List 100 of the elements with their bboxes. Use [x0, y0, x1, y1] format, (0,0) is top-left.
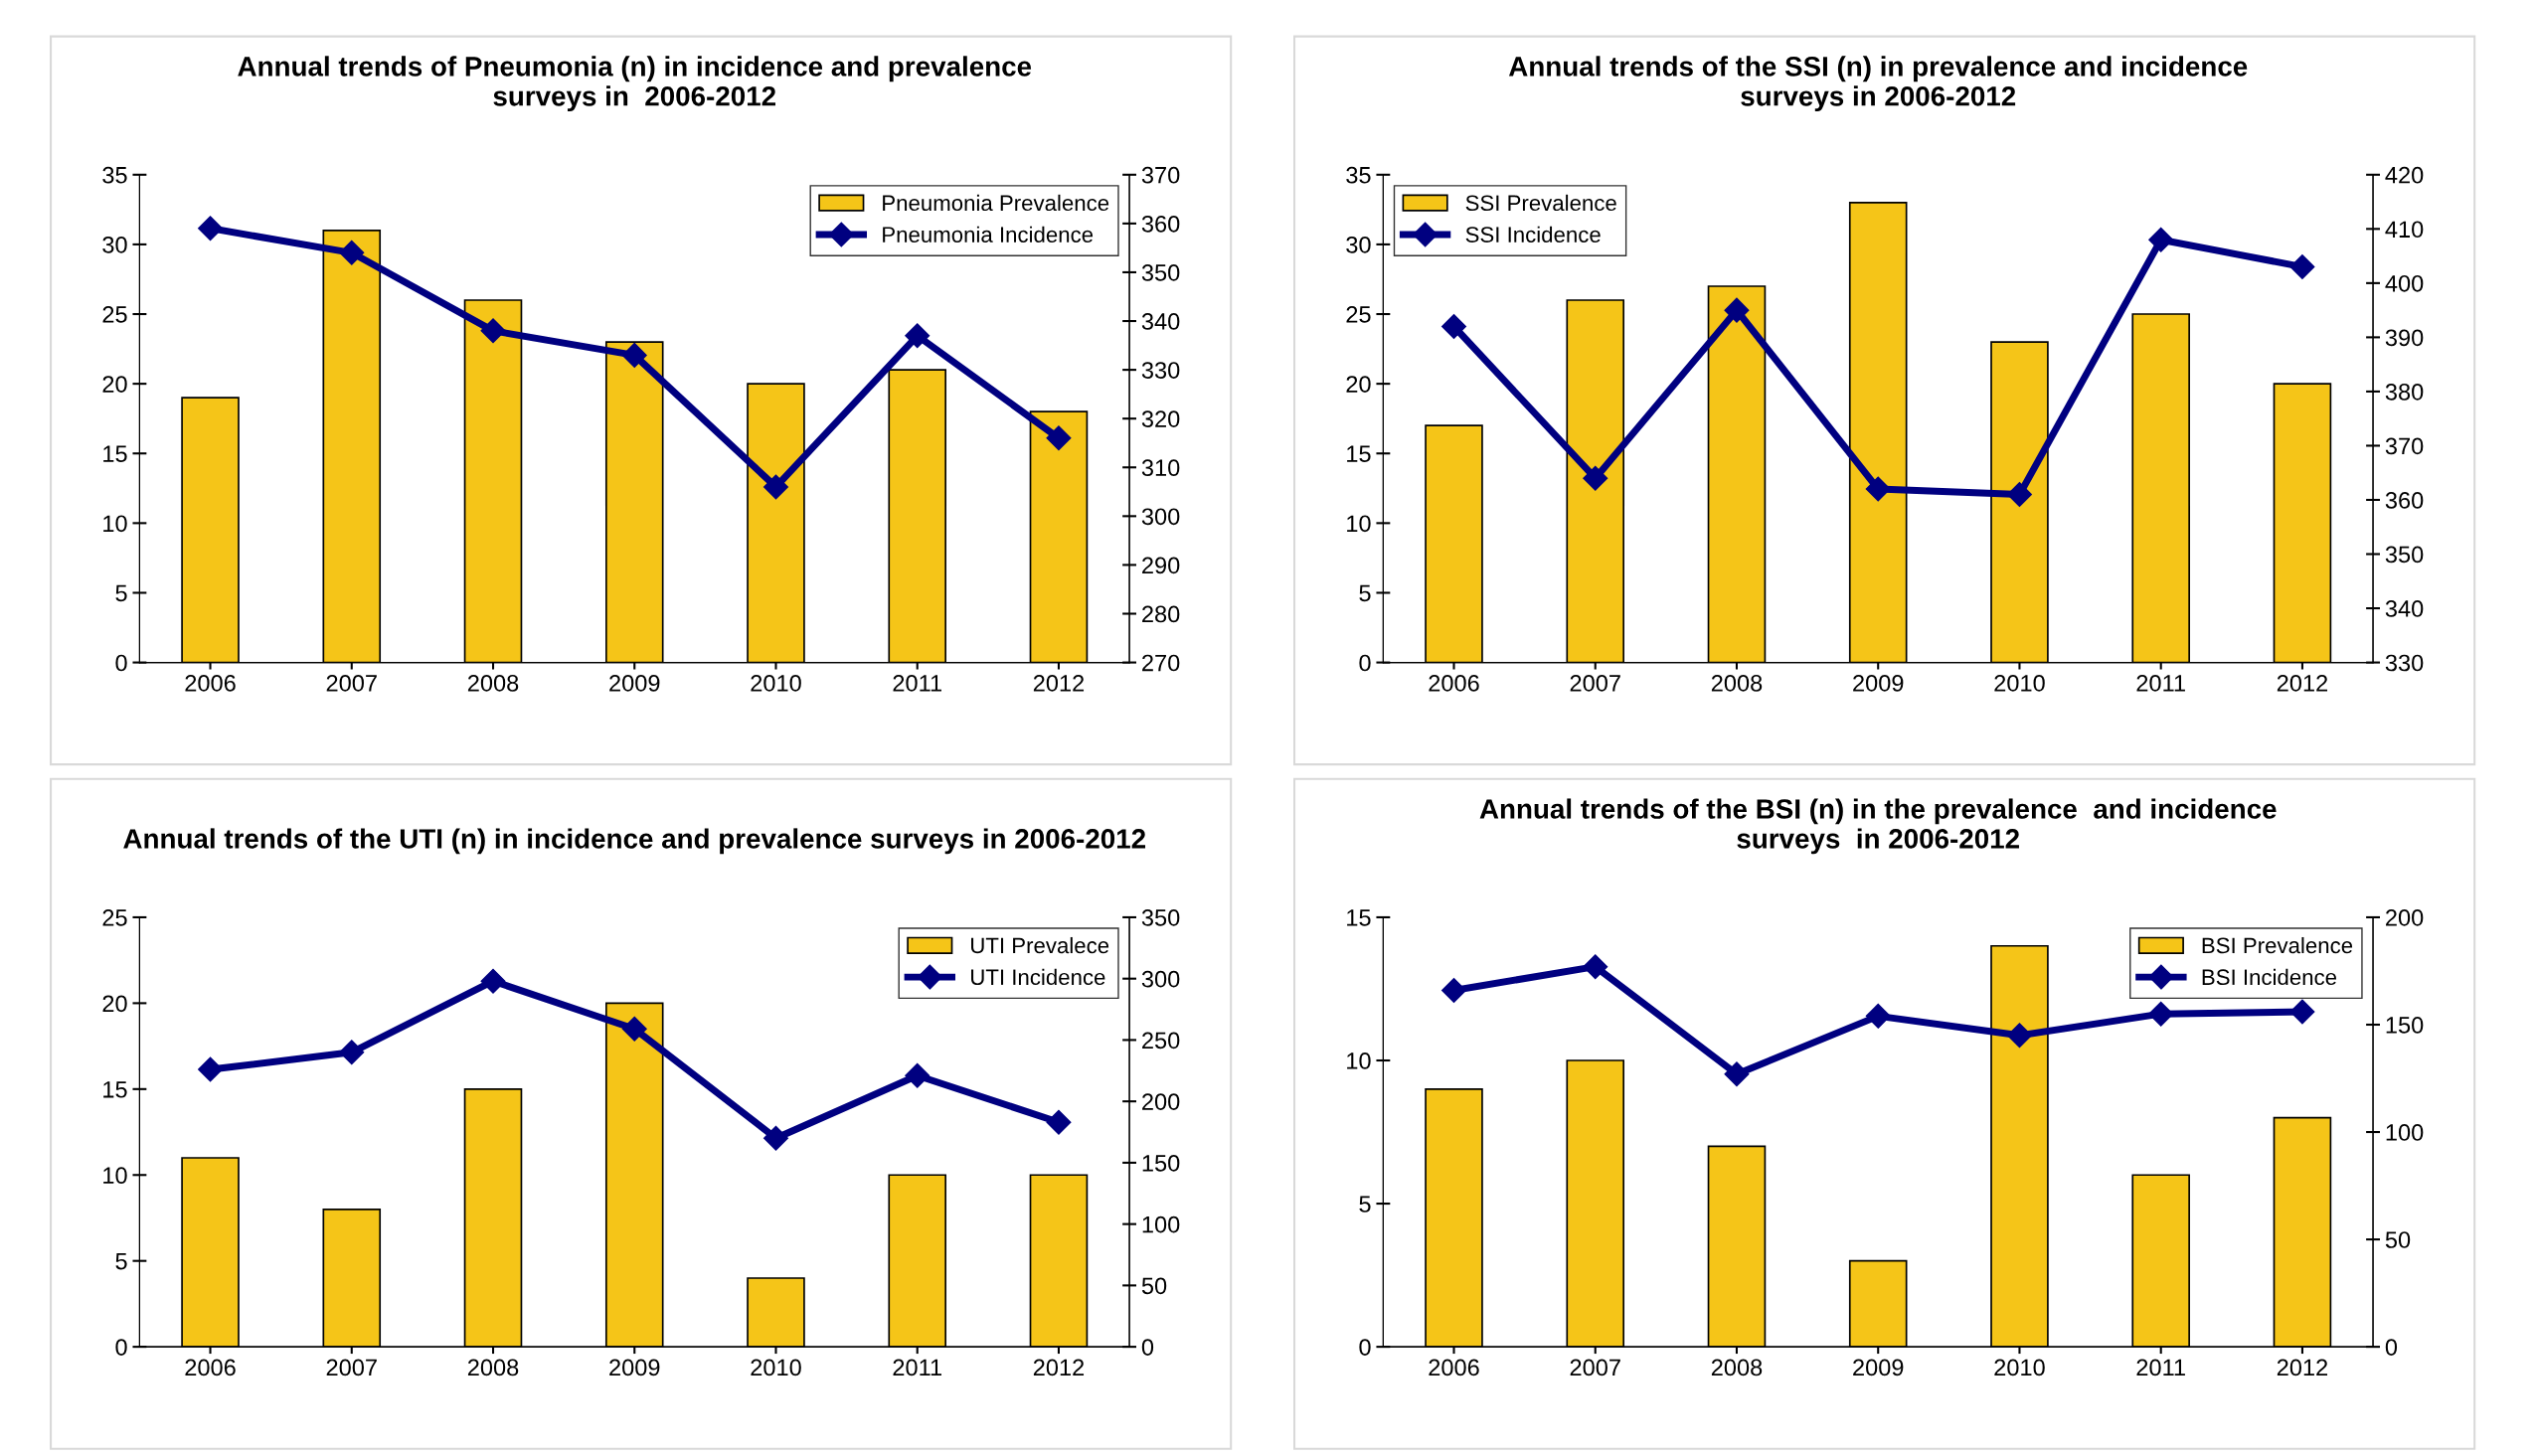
y2-tick-label: 350: [1141, 264, 1180, 281]
point: [905, 1062, 931, 1088]
y-tick-label: 10: [103, 1167, 127, 1185]
point: [621, 342, 647, 368]
y2-tick-label: 410: [2385, 221, 2424, 239]
y2-tick-label: 200: [1142, 1093, 1180, 1110]
point: [1583, 465, 1608, 491]
point: [1046, 1109, 1072, 1135]
y2-tick-label: 50: [2385, 1231, 2411, 1248]
y2-tick-label: 420: [2385, 166, 2424, 184]
y-tick-label: 25: [102, 306, 127, 323]
chart-title: Annual trends of the UTI (n) in incidence and prevalence surveys in 2006-2012: [123, 828, 1145, 855]
point: [1583, 954, 1608, 980]
x-tick-label: 2007: [1570, 1359, 1620, 1376]
y-tick-label: 35: [1346, 166, 1371, 184]
x-tick-label: 2010: [1994, 675, 2045, 692]
y2-tick-label: 100: [2386, 1124, 2424, 1141]
y2-tick-label: 270: [1142, 654, 1180, 672]
y-tick-label: 5: [1359, 584, 1371, 602]
y2-tick-label: 360: [2385, 492, 2424, 509]
point: [339, 240, 365, 265]
x-tick-label: 2011: [893, 675, 941, 692]
point: [2148, 227, 2174, 252]
y2-tick-label: 50: [1141, 1277, 1167, 1295]
y-tick-label: 20: [1346, 376, 1371, 393]
x-tick-label: 2007: [326, 1359, 377, 1376]
point: [198, 216, 224, 242]
y2-tick-label: 280: [1142, 605, 1180, 623]
y-tick-label: 20: [102, 995, 127, 1013]
y-tick-label: 5: [115, 1253, 127, 1270]
x-tick-label: 2009: [609, 1359, 660, 1376]
y2-tick-label: 370: [1141, 166, 1180, 184]
y2-tick-label: 380: [2385, 383, 2424, 401]
x-tick-label: 2006: [185, 1359, 236, 1376]
x-tick-label: 2008: [1711, 1359, 1763, 1376]
y2-tick-label: 0: [1141, 1339, 1154, 1356]
point: [339, 1040, 365, 1065]
legend-label: BSI Prevalence: [2202, 936, 2353, 954]
x-tick-label: 2011: [2136, 1359, 2185, 1376]
chart-title: Annual trends of Pneumonia (n) in incidence and prevalence surveys in 2006-2012: [238, 56, 1032, 112]
y-tick-label: 10: [1347, 1052, 1371, 1069]
legend-label: Pneumonia Incidence: [883, 226, 1094, 243]
x-tick-label: 2012: [2277, 675, 2328, 692]
y2-tick-label: 250: [1142, 1032, 1180, 1050]
point: [1865, 476, 1891, 502]
legend-label: UTI Incidence: [971, 968, 1105, 986]
chart-title: Annual trends of the BSI (n) in the prevalence and incidence surveys in 2006-2012: [1479, 798, 2277, 855]
y-tick-label: 25: [1346, 306, 1371, 323]
legend-label: UTI Prevalece: [971, 936, 1109, 954]
y-tick-label: 5: [115, 584, 127, 602]
point: [763, 1125, 788, 1151]
y2-tick-label: 300: [1141, 970, 1180, 988]
y2-tick-label: 150: [2386, 1017, 2424, 1034]
point: [2289, 999, 2315, 1025]
y-tick-label: 15: [1347, 909, 1371, 926]
y2-tick-label: 100: [1142, 1215, 1180, 1233]
y-tick-label: 35: [102, 166, 127, 184]
y2-tick-label: 330: [2385, 654, 2424, 672]
y2-tick-label: 370: [2385, 437, 2424, 455]
x-tick-label: 2012: [1033, 675, 1085, 692]
y-tick-label: 10: [1347, 515, 1371, 533]
point: [1724, 1061, 1750, 1087]
y2-tick-label: 330: [1141, 362, 1180, 379]
point: [2006, 482, 2032, 508]
x-tick-label: 2012: [1033, 1359, 1085, 1376]
point: [1046, 425, 1072, 451]
y2-tick-label: 360: [1141, 215, 1180, 233]
point: [621, 1016, 647, 1042]
y2-tick-label: 350: [2385, 546, 2424, 564]
point: [905, 323, 931, 349]
x-tick-label: 2010: [1994, 1359, 2045, 1376]
legend-label: SSI Incidence: [1465, 226, 1601, 243]
x-tick-label: 2010: [751, 1359, 801, 1376]
point: [480, 968, 506, 994]
y2-tick-label: 340: [2385, 600, 2424, 617]
y2-tick-label: 390: [2385, 329, 2424, 347]
point: [1441, 977, 1466, 1003]
y2-tick-label: 200: [2386, 909, 2424, 926]
point: [763, 474, 788, 500]
x-tick-label: 2006: [1429, 675, 1479, 692]
y-tick-label: 15: [103, 1081, 127, 1098]
y-tick-label: 15: [1347, 445, 1371, 463]
point: [2148, 1001, 2174, 1027]
x-tick-label: 2011: [2136, 675, 2185, 692]
x-tick-label: 2009: [609, 675, 660, 692]
point: [1724, 297, 1750, 323]
legend-label: Pneumonia Prevalence: [883, 194, 1109, 212]
x-tick-label: 2008: [467, 675, 519, 692]
y-tick-label: 5: [1359, 1196, 1371, 1213]
x-tick-label: 2008: [1711, 675, 1763, 692]
x-tick-label: 2010: [751, 675, 801, 692]
x-tick-label: 2006: [1429, 1359, 1479, 1376]
x-tick-label: 2012: [2277, 1359, 2328, 1376]
y-tick-label: 0: [1359, 1339, 1371, 1356]
y-tick-label: 0: [1359, 654, 1371, 672]
y2-tick-label: 350: [1141, 909, 1180, 926]
y-tick-label: 0: [115, 1339, 127, 1356]
y2-tick-label: 150: [1142, 1154, 1180, 1172]
legend-label: BSI Incidence: [2202, 968, 2337, 986]
x-tick-label: 2007: [326, 675, 377, 692]
